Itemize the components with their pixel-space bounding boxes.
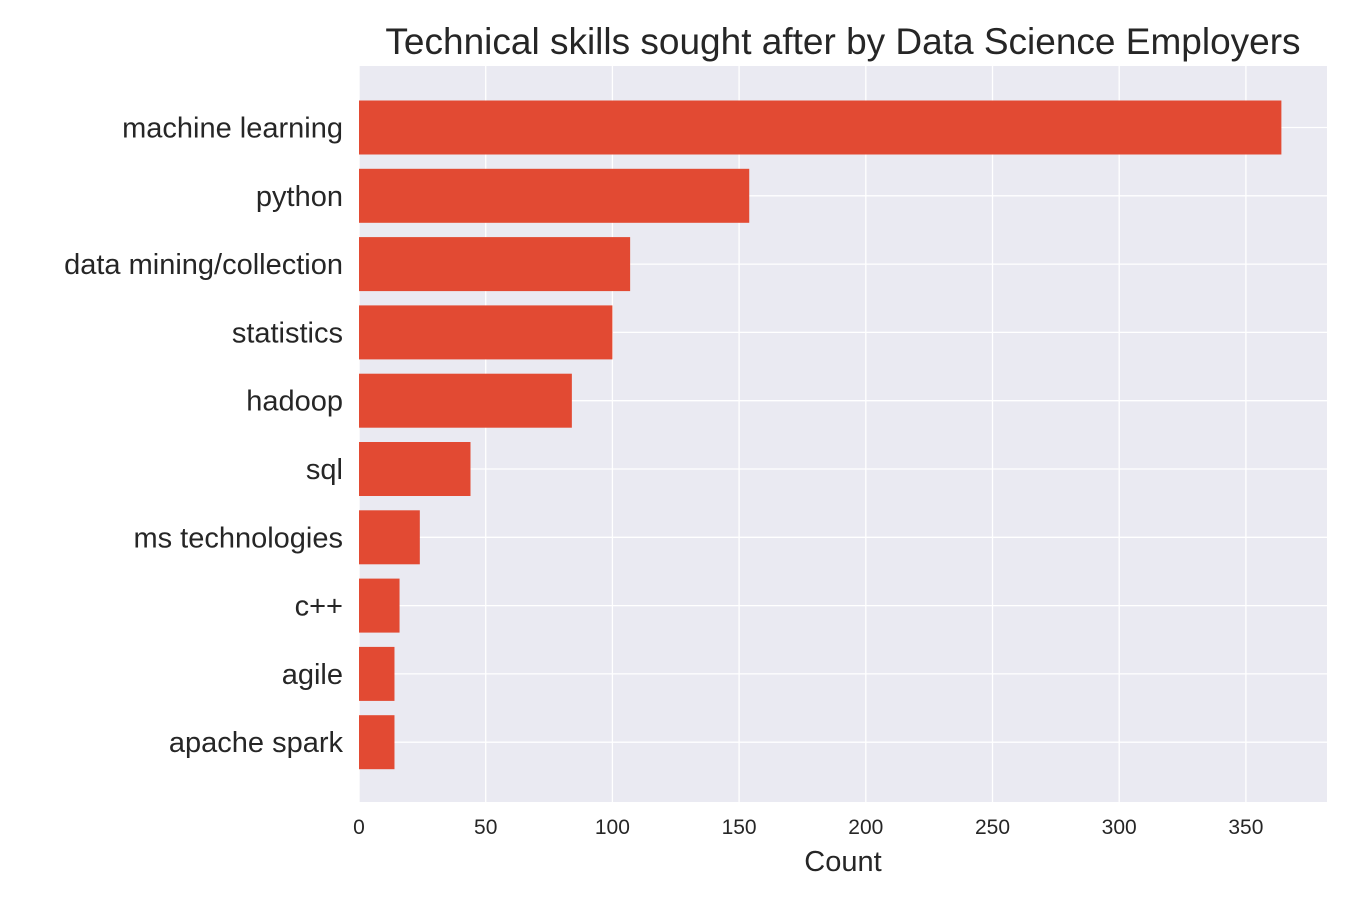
category-label-4: hadoop <box>246 386 343 418</box>
chart-title: Technical skills sought after by Data Sc… <box>385 21 1300 62</box>
bar-6 <box>359 510 420 565</box>
bar-5 <box>359 442 471 496</box>
bars <box>359 100 1282 770</box>
x-tick-label-4: 200 <box>848 816 883 839</box>
bar-7 <box>359 578 400 633</box>
x-tick-label-5: 250 <box>975 816 1010 839</box>
x-tick-label-1: 50 <box>474 816 497 839</box>
category-labels: machine learning python data mining/collec… <box>64 113 343 760</box>
bar-4 <box>359 373 572 428</box>
x-tick-label-7: 350 <box>1228 816 1263 839</box>
x-axis-label: Count <box>804 846 881 878</box>
category-label-5: sql <box>306 454 343 486</box>
category-label-0: machine learning <box>122 113 343 145</box>
x-tick-label-2: 100 <box>595 816 630 839</box>
category-label-6: ms technologies <box>133 522 343 554</box>
x-tick-label-6: 300 <box>1102 816 1137 839</box>
x-tick-labels: 0 50 100 150 200 250 300 350 <box>353 816 1263 839</box>
x-tick-label-0: 0 <box>353 816 365 839</box>
bar-9 <box>359 715 395 770</box>
bar-0 <box>359 100 1282 155</box>
bar-3 <box>359 305 613 360</box>
category-label-2: data mining/collection <box>64 249 343 281</box>
bar-8 <box>359 646 395 701</box>
x-tick-label-3: 150 <box>722 816 757 839</box>
category-label-8: agile <box>282 659 343 691</box>
category-label-9: apache spark <box>169 727 344 759</box>
category-label-1: python <box>256 181 343 213</box>
category-label-3: statistics <box>232 317 343 349</box>
bar-2 <box>359 237 631 292</box>
category-label-7: c++ <box>295 591 343 623</box>
bar-1 <box>359 168 750 223</box>
